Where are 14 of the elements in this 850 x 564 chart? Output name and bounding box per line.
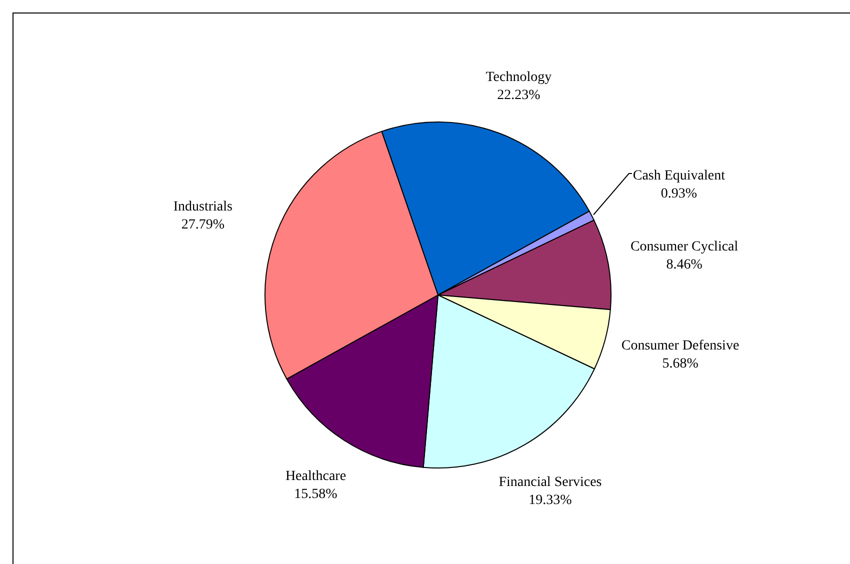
- slice-label: Industrials: [173, 199, 232, 214]
- data-label: 5.68%: [662, 356, 699, 372]
- slice-label: Technology: [486, 70, 552, 85]
- slice-label: Cash Equivalent: [632, 168, 726, 184]
- slice-label: Healthcare: [285, 468, 346, 484]
- data-label: 22.23%: [497, 88, 541, 103]
- data-label: 27.79%: [181, 217, 225, 232]
- data-label: 8.46%: [666, 257, 703, 272]
- data-label: 15.58%: [294, 486, 338, 502]
- data-label: 19.33%: [528, 493, 572, 508]
- slice-label: Consumer Cyclical: [630, 239, 738, 254]
- data-label: 0.93%: [660, 186, 698, 202]
- slice-label: Consumer Defensive: [621, 338, 740, 354]
- slice-label: Financial Services: [498, 475, 602, 490]
